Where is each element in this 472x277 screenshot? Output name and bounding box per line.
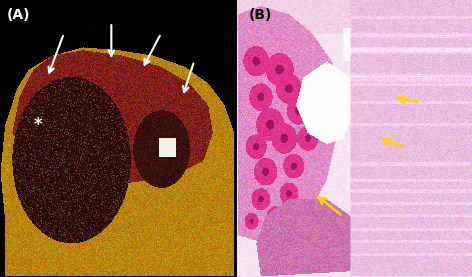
Text: (B): (B) [249,8,272,22]
Text: *: * [34,116,42,134]
Text: (A): (A) [7,8,31,22]
